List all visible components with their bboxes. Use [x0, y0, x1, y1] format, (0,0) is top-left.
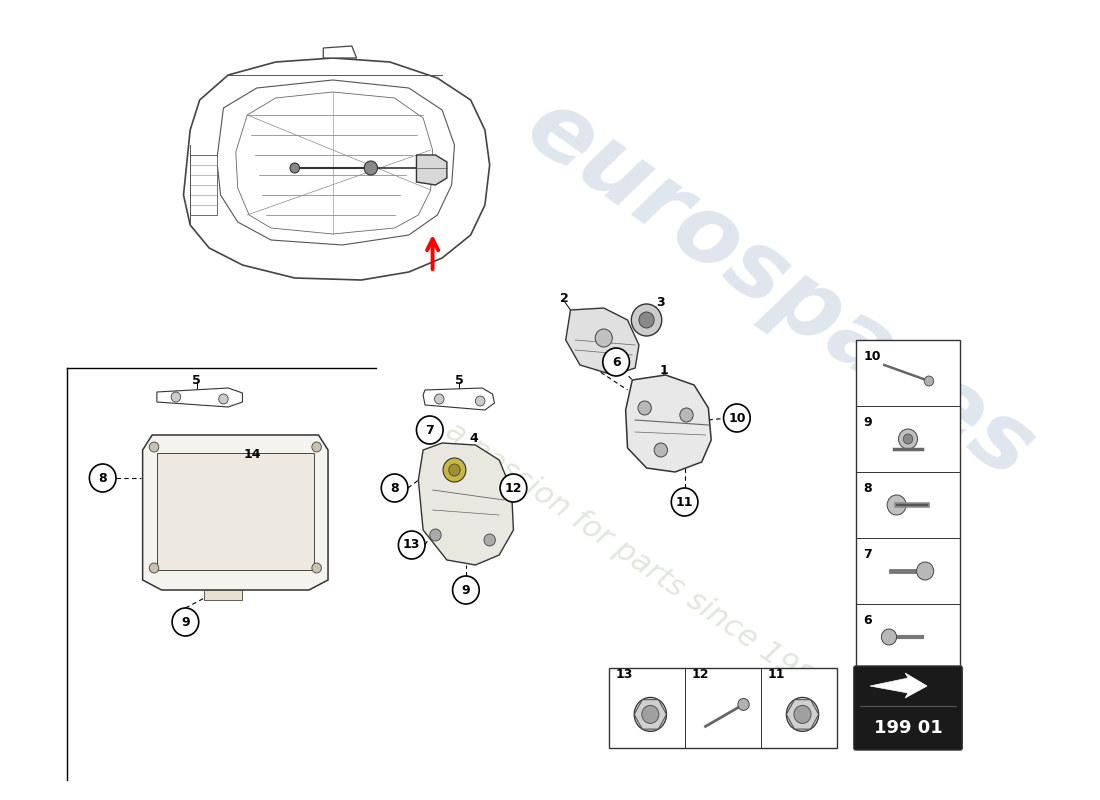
- Polygon shape: [565, 308, 639, 375]
- Circle shape: [786, 698, 818, 731]
- Text: 9: 9: [462, 583, 470, 597]
- Circle shape: [290, 163, 299, 173]
- Circle shape: [449, 464, 460, 476]
- Circle shape: [382, 474, 408, 502]
- Polygon shape: [424, 388, 494, 410]
- Polygon shape: [870, 673, 927, 698]
- Text: 2: 2: [560, 291, 569, 305]
- Circle shape: [724, 404, 750, 432]
- FancyBboxPatch shape: [854, 666, 962, 750]
- Text: 8: 8: [390, 482, 399, 494]
- Circle shape: [398, 531, 425, 559]
- Circle shape: [924, 376, 934, 386]
- Text: 4: 4: [469, 431, 477, 445]
- Circle shape: [150, 442, 158, 452]
- Circle shape: [881, 629, 896, 645]
- Circle shape: [500, 474, 527, 502]
- Text: 6: 6: [864, 614, 872, 627]
- Circle shape: [150, 563, 158, 573]
- Text: eurospares: eurospares: [508, 81, 1050, 499]
- Text: 7: 7: [426, 423, 434, 437]
- Circle shape: [680, 408, 693, 422]
- Text: 5: 5: [192, 374, 201, 386]
- Text: 6: 6: [612, 355, 620, 369]
- Text: 9: 9: [864, 416, 872, 429]
- Circle shape: [430, 529, 441, 541]
- Text: 3: 3: [657, 295, 665, 309]
- Circle shape: [794, 706, 811, 723]
- Text: a passion for parts since 1985: a passion for parts since 1985: [440, 416, 834, 704]
- Bar: [608, 668, 837, 748]
- Circle shape: [631, 304, 662, 336]
- Circle shape: [595, 329, 613, 347]
- Polygon shape: [184, 58, 490, 280]
- Text: 10: 10: [864, 350, 881, 363]
- Circle shape: [434, 394, 444, 404]
- Circle shape: [639, 312, 654, 328]
- Circle shape: [172, 392, 180, 402]
- Circle shape: [484, 534, 495, 546]
- Text: 13: 13: [615, 668, 632, 681]
- Circle shape: [671, 488, 697, 516]
- Polygon shape: [417, 155, 447, 185]
- Text: 8: 8: [864, 482, 872, 495]
- Circle shape: [452, 576, 480, 604]
- Text: 1: 1: [659, 363, 668, 377]
- Polygon shape: [217, 80, 454, 245]
- Text: 12: 12: [691, 668, 708, 681]
- Text: 5: 5: [455, 374, 463, 387]
- Text: 8: 8: [98, 471, 107, 485]
- Circle shape: [312, 563, 321, 573]
- Polygon shape: [626, 375, 712, 472]
- Circle shape: [443, 458, 466, 482]
- Circle shape: [641, 706, 659, 723]
- Circle shape: [635, 698, 667, 731]
- Text: 14: 14: [243, 449, 261, 462]
- Text: 13: 13: [403, 538, 420, 551]
- Text: 199 01: 199 01: [873, 719, 943, 737]
- Polygon shape: [235, 92, 432, 234]
- Polygon shape: [190, 155, 217, 215]
- Polygon shape: [323, 46, 356, 58]
- Circle shape: [89, 464, 116, 492]
- Bar: [157, 453, 314, 570]
- Polygon shape: [143, 435, 328, 590]
- Text: 10: 10: [728, 411, 746, 425]
- Circle shape: [903, 434, 913, 444]
- Circle shape: [417, 416, 443, 444]
- Text: 11: 11: [675, 495, 693, 509]
- Circle shape: [312, 442, 321, 452]
- Circle shape: [887, 495, 906, 515]
- Text: 9: 9: [182, 615, 189, 629]
- Text: 11: 11: [768, 668, 784, 681]
- Circle shape: [899, 429, 917, 449]
- Circle shape: [172, 608, 199, 636]
- Circle shape: [654, 443, 668, 457]
- Circle shape: [364, 161, 377, 175]
- Circle shape: [603, 348, 629, 376]
- Polygon shape: [418, 443, 514, 565]
- Circle shape: [638, 401, 651, 415]
- Circle shape: [475, 396, 485, 406]
- Text: 12: 12: [505, 482, 522, 494]
- Circle shape: [916, 562, 934, 580]
- Text: 7: 7: [864, 548, 872, 561]
- Polygon shape: [157, 388, 242, 407]
- Circle shape: [738, 698, 749, 710]
- Circle shape: [219, 394, 228, 404]
- Bar: [205, 590, 242, 600]
- Bar: [856, 340, 960, 670]
